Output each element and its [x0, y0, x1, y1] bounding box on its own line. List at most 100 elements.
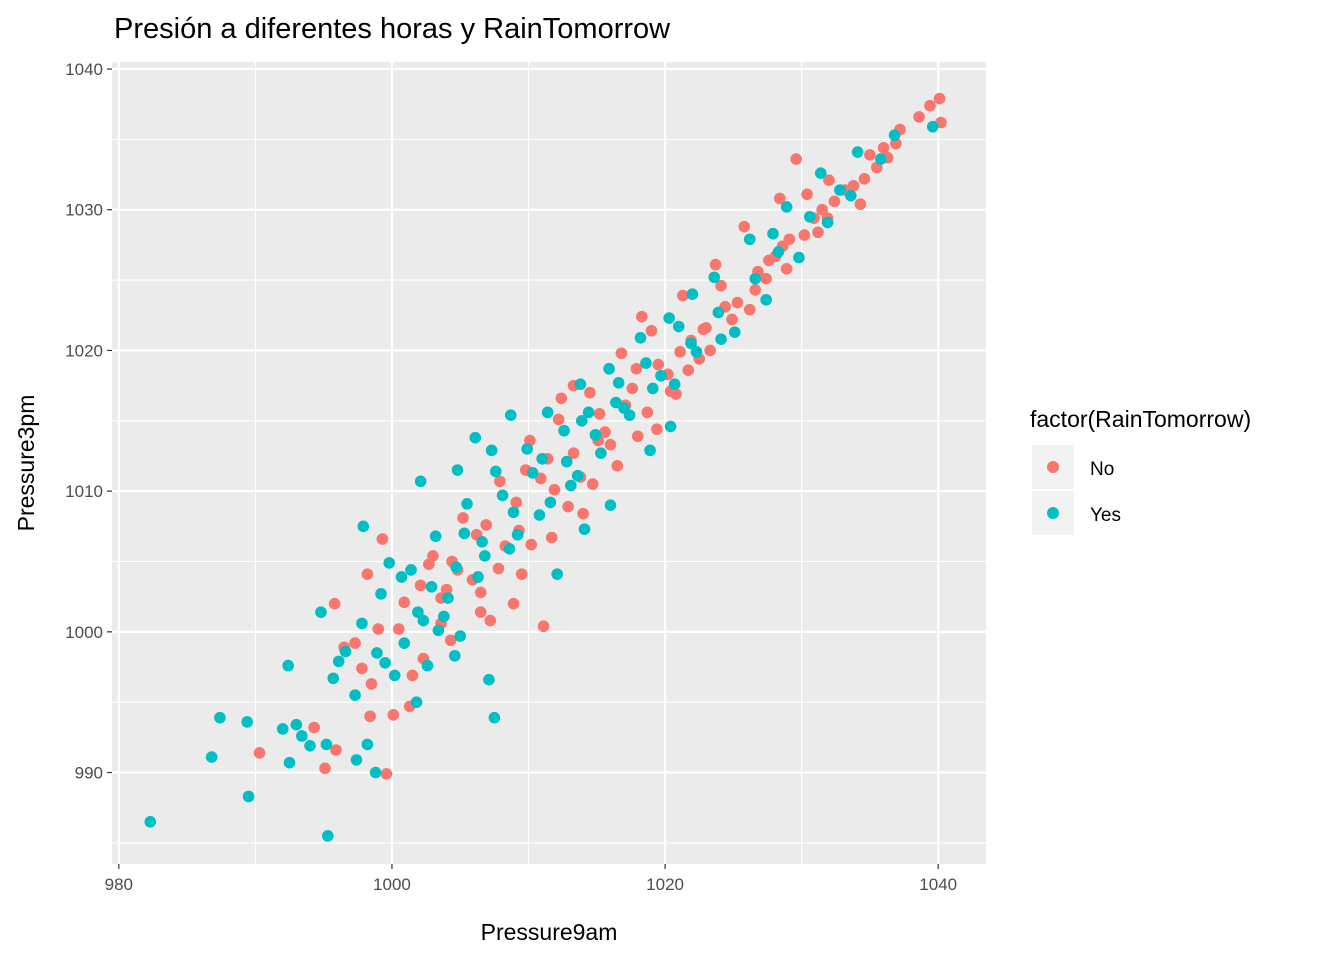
point-no: [308, 721, 320, 734]
legend: factor(RainTomorrow) No Yes: [1030, 406, 1251, 535]
point-no: [480, 519, 492, 531]
point-no: [641, 406, 654, 419]
point-no: [376, 533, 389, 545]
point-no: [773, 192, 786, 205]
point-yes: [388, 669, 401, 682]
point-yes: [454, 630, 467, 642]
point-yes: [589, 429, 602, 441]
legend-dot-no: [1047, 461, 1059, 473]
point-no: [474, 586, 487, 599]
point-yes: [644, 444, 656, 457]
point-yes: [488, 711, 501, 724]
y-tick-label: 1010: [65, 482, 103, 501]
point-yes: [618, 402, 630, 414]
point-no: [780, 263, 793, 275]
point-no: [253, 747, 266, 759]
y-tick-label: 1000: [65, 623, 103, 642]
point-yes: [290, 718, 303, 731]
point-yes: [432, 624, 445, 637]
point-no: [812, 226, 824, 239]
point-no: [392, 623, 405, 635]
point-yes: [686, 288, 699, 300]
point-no: [372, 623, 385, 635]
point-no: [626, 382, 639, 395]
point-no: [933, 92, 946, 105]
point-yes: [489, 465, 502, 478]
point-yes: [767, 227, 779, 240]
point-yes: [582, 406, 595, 419]
point-yes: [332, 655, 345, 668]
point-yes: [469, 431, 482, 444]
point-yes: [205, 751, 218, 763]
point-yes: [472, 571, 484, 583]
point-yes: [242, 790, 255, 803]
y-tick-label: 1020: [65, 341, 103, 360]
point-yes: [544, 496, 557, 509]
point-yes: [503, 543, 516, 555]
point-yes: [410, 696, 423, 708]
y-axis-title: Pressure3pm: [13, 395, 39, 532]
point-no: [877, 142, 890, 154]
point-yes: [851, 146, 864, 158]
point-yes: [421, 659, 434, 672]
point-yes: [715, 333, 727, 345]
legend-title: factor(RainTomorrow): [1030, 406, 1251, 432]
point-yes: [375, 588, 387, 600]
point-no: [328, 597, 341, 610]
point-yes: [565, 479, 577, 492]
point-no: [760, 272, 772, 285]
point-no: [864, 149, 876, 161]
point-no: [319, 762, 331, 775]
point-yes: [634, 331, 647, 344]
point-yes: [526, 467, 539, 479]
point-yes: [685, 337, 697, 350]
point-no: [682, 364, 695, 376]
point-no: [858, 172, 871, 185]
point-yes: [458, 527, 471, 540]
point-yes: [350, 754, 363, 766]
point-no: [567, 447, 580, 459]
point-yes: [357, 520, 370, 533]
point-no: [828, 195, 841, 208]
point-yes: [663, 312, 675, 324]
point-no: [515, 568, 528, 580]
y-tick-label: 990: [75, 764, 103, 783]
point-no: [586, 478, 599, 490]
point-yes: [571, 469, 584, 482]
point-no: [652, 358, 665, 371]
point-yes: [780, 201, 793, 213]
point-no: [361, 568, 374, 580]
point-no: [709, 258, 722, 271]
point-no: [423, 558, 435, 571]
point-no: [677, 289, 689, 302]
point-yes: [371, 647, 383, 659]
legend-label-yes: Yes: [1090, 505, 1121, 526]
point-no: [356, 662, 368, 675]
point-yes: [664, 420, 677, 433]
point-no: [552, 413, 565, 426]
point-yes: [429, 530, 442, 542]
point-yes: [888, 129, 901, 141]
point-no: [510, 496, 523, 509]
point-yes: [320, 738, 333, 751]
point-yes: [349, 689, 361, 701]
point-no: [913, 111, 925, 123]
point-no: [731, 296, 744, 309]
point-yes: [578, 523, 591, 535]
point-no: [790, 153, 802, 165]
point-yes: [646, 382, 659, 395]
point-no: [593, 407, 606, 420]
point-no: [749, 284, 762, 296]
point-no: [577, 507, 589, 520]
point-yes: [144, 815, 157, 828]
x-tick-label: 1000: [373, 875, 411, 894]
point-yes: [814, 167, 827, 179]
point-yes: [356, 617, 368, 630]
y-tick-label: 1040: [65, 60, 103, 79]
point-no: [738, 220, 751, 233]
point-yes: [276, 723, 289, 735]
point-no: [715, 279, 727, 292]
point-no: [631, 430, 644, 443]
point-yes: [603, 362, 615, 375]
